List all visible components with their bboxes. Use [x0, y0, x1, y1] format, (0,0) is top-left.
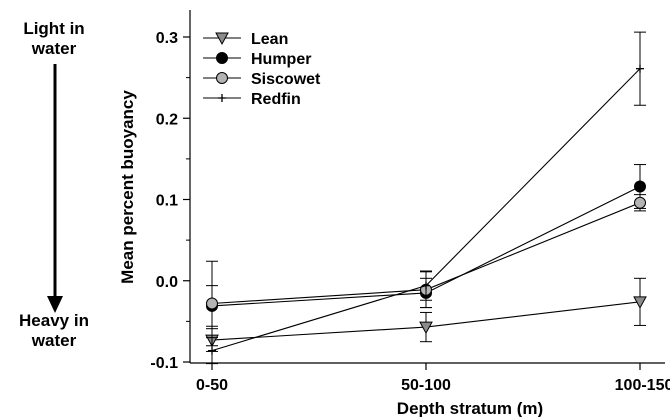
lean-marker: [419, 321, 433, 335]
redfin-line: [211, 68, 641, 352]
legend-lean-label: Lean: [251, 31, 288, 48]
siscowet-marker: [206, 297, 218, 310]
heavy-line-2: water: [31, 331, 77, 350]
heavy-in-water-annotation: Heavy in water: [2, 311, 106, 351]
redfin-marker: [636, 64, 644, 73]
x-axis-title: Depth stratum (m): [397, 399, 543, 417]
x-tick-label: 100-150: [615, 377, 670, 394]
x-tick-label: 0-50: [196, 377, 228, 394]
y-tick-label: 0.2: [156, 111, 178, 128]
redfin-marker: [208, 346, 216, 355]
plot-area: [205, 31, 647, 365]
legend-humper-marker: [216, 52, 228, 64]
light-line-1: Light in: [23, 19, 85, 38]
legend-redfin-marker: [218, 94, 226, 102]
arrow-head: [47, 296, 63, 313]
axes: -0.1 0.0 0.1 0.2 0.3 0-50 50-100 100-150 Depth s…: [118, 10, 670, 417]
light-in-water-annotation: Light in water: [6, 19, 102, 59]
lean-marker: [633, 296, 647, 309]
heavy-line-1: Heavy in: [19, 311, 89, 330]
legend-siscowet-marker: [216, 72, 228, 84]
redfin-marker: [422, 281, 430, 290]
legend: Lean Humper Siscowet Redfin: [203, 31, 321, 108]
y-axis-title: Mean percent buoyancy: [118, 90, 137, 284]
y-tick-label: 0.0: [156, 274, 178, 291]
y-tick-label: -0.1: [150, 355, 178, 372]
y-tick-label: 0.3: [156, 30, 178, 47]
humper-marker: [634, 180, 646, 193]
light-line-2: water: [31, 39, 77, 58]
x-tick-label: 50-100: [401, 377, 451, 394]
legend-redfin-label: Redfin: [251, 91, 301, 108]
legend-humper-label: Humper: [251, 51, 311, 68]
y-tick-label: 0.1: [156, 193, 178, 210]
siscowet-marker: [634, 196, 646, 209]
buoyancy-arrow: [47, 64, 63, 313]
legend-lean-marker: [215, 32, 229, 46]
legend-siscowet-label: Siscowet: [251, 71, 321, 88]
